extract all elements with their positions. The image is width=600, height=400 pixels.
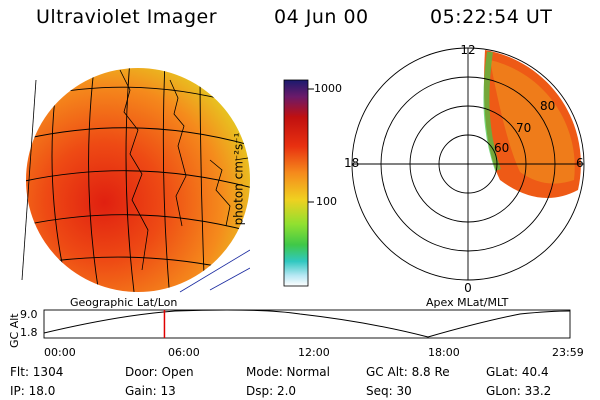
geo-longitude: GLon: 33.2 (486, 384, 552, 398)
auroral-disk (26, 68, 250, 292)
gain-value: Gain: 13 (125, 384, 176, 398)
mode-value: Mode: Normal (246, 365, 330, 379)
door-status: Door: Open (125, 365, 194, 379)
mlt-label-12: 12 (460, 43, 475, 57)
mlat-label-70: 70 (516, 121, 531, 135)
geographic-caption: Geographic Lat/Lon (70, 296, 178, 309)
colorbar-tick-100: 100 (316, 195, 337, 208)
apex-polar-plot: 12 18 6 0 80 70 60 80 (344, 43, 585, 295)
mlat-label-80a: 80 (540, 99, 555, 113)
sequence-number: Seq: 30 (366, 384, 412, 398)
altitude-timeline: GC Alt 9.0 1.8 00:00 06:00 12:00 18:00 2… (0, 300, 600, 364)
timeline-tick-2359: 23:59 (552, 346, 584, 359)
timeline-tick-0600: 06:00 (168, 346, 200, 359)
timeline-tick-1200: 12:00 (298, 346, 330, 359)
colorbar: 1000 100 photon cm⁻²s⁻¹ (231, 72, 342, 296)
ip-value: IP: 18.0 (10, 384, 56, 398)
date-label: 04 Jun 00 (274, 6, 369, 28)
flight-number: Flt: 1304 (10, 365, 64, 379)
timeline-ymax: 9.0 (20, 308, 38, 321)
geographic-image (21, 68, 250, 293)
mlt-label-18: 18 (344, 156, 359, 170)
apex-caption: Apex MLat/MLT (426, 296, 509, 309)
timeline-tick-1800: 18:00 (428, 346, 460, 359)
colorbar-tick-1000: 1000 (314, 82, 342, 95)
time-label: 05:22:54 UT (430, 6, 553, 28)
timeline-tick-0000: 00:00 (44, 346, 76, 359)
mlat-label-60: 60 (494, 141, 509, 155)
gc-altitude: GC Alt: 8.8 Re (366, 365, 450, 379)
timeline-ymin: 1.8 (20, 326, 38, 339)
app-title: Ultraviolet Imager (36, 6, 218, 28)
colorbar-label: photon cm⁻²s⁻¹ (231, 132, 246, 226)
geo-latitude: GLat: 40.4 (486, 365, 549, 379)
mlt-label-0: 0 (464, 281, 472, 295)
dsp-value: Dsp: 2.0 (246, 384, 297, 398)
mlt-label-6: 6 (576, 156, 584, 170)
